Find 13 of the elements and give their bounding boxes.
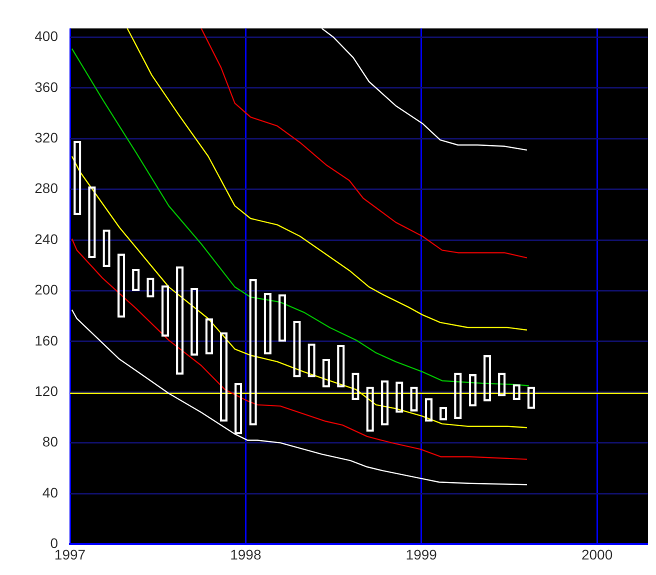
x-tick-label: 2000: [581, 546, 613, 562]
y-tick-label: 360: [34, 78, 58, 95]
y-tick-label: 120: [34, 382, 58, 399]
x-tick-label: 1998: [230, 546, 262, 562]
y-tick-label: 280: [34, 180, 58, 196]
y-tick-label: 320: [34, 130, 58, 146]
y-tick-label: 40: [42, 484, 58, 500]
y-tick-label: 240: [34, 230, 58, 247]
y-tick-label: 400: [34, 28, 58, 44]
y-tick-label: 160: [34, 332, 58, 348]
y-tick-label: 200: [34, 282, 58, 298]
x-tick-label: 1999: [406, 546, 438, 562]
y-tick-label: 80: [42, 434, 58, 450]
